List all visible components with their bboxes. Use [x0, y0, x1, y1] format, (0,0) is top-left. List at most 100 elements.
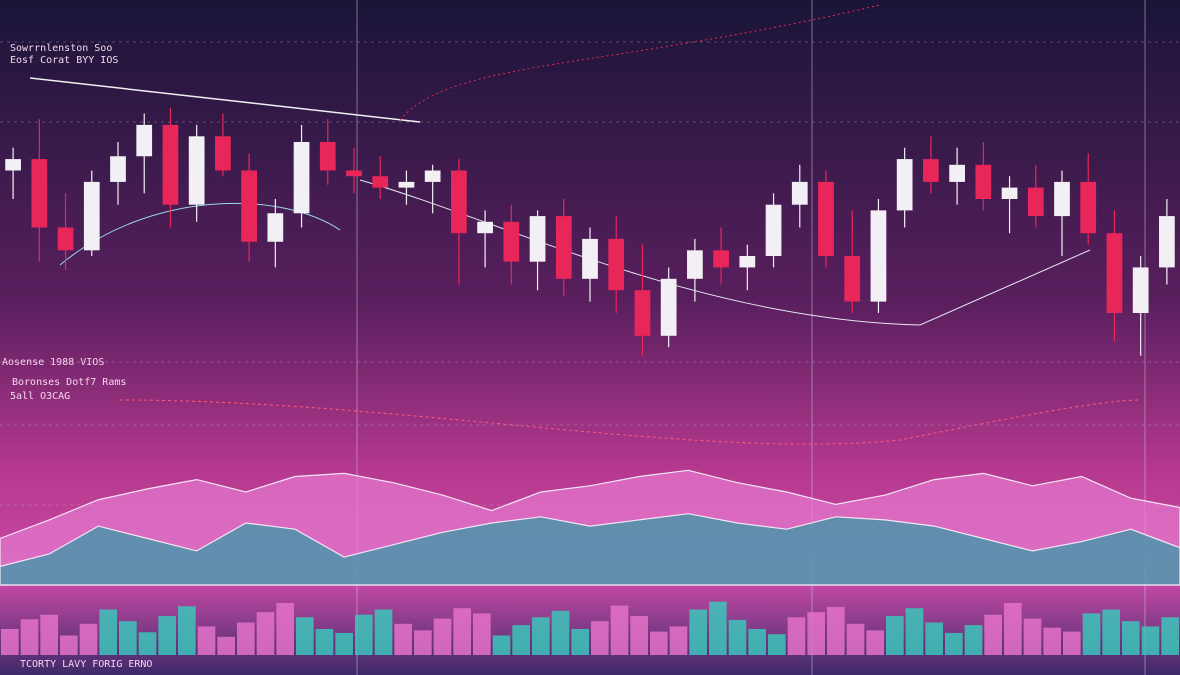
candle-body: [582, 238, 598, 279]
bar: [650, 631, 668, 655]
candle-body: [949, 164, 965, 182]
candle-body: [608, 238, 625, 291]
bar: [119, 621, 137, 655]
candle-body: [215, 136, 231, 171]
bar: [886, 616, 904, 655]
bar: [1102, 609, 1120, 655]
bar: [532, 617, 550, 655]
bar: [807, 612, 825, 655]
bar: [60, 635, 78, 655]
candle-body: [188, 136, 205, 205]
bar: [394, 623, 412, 655]
bar: [787, 617, 806, 655]
candle-body: [31, 159, 48, 228]
annotation: 5all O3CAG: [10, 391, 70, 402]
candle-body: [975, 164, 992, 199]
bar: [197, 626, 216, 655]
candle-body: [241, 170, 257, 242]
bar: [728, 619, 747, 655]
bar: [768, 634, 786, 655]
candle-body: [870, 210, 887, 302]
bar: [1004, 603, 1022, 655]
candle-body: [529, 216, 546, 262]
bar: [1141, 626, 1160, 655]
annotation: Boronses Dotf7 Rams: [12, 377, 126, 388]
bar: [1082, 613, 1101, 655]
candle-body: [818, 181, 834, 256]
bar: [689, 609, 707, 655]
candle-body: [844, 256, 861, 302]
bar: [217, 636, 235, 655]
candle-body: [372, 176, 389, 188]
bar: [1063, 631, 1081, 655]
candle-body: [398, 181, 415, 188]
bar: [709, 601, 727, 655]
candle-body: [634, 290, 651, 336]
candle-body: [555, 216, 572, 279]
bar: [846, 623, 865, 655]
bar: [335, 632, 353, 655]
candle-body: [739, 256, 756, 268]
bar: [178, 606, 196, 655]
bar: [296, 617, 314, 655]
bar: [138, 632, 157, 655]
bar: [433, 618, 452, 655]
candle-body: [896, 159, 913, 211]
bar: [315, 629, 334, 655]
bar: [256, 612, 275, 655]
bar: [414, 630, 432, 655]
candle-body: [1054, 181, 1070, 217]
candle-body: [162, 124, 179, 205]
candle-body: [765, 204, 782, 256]
candle-body: [110, 156, 126, 182]
bar: [1, 629, 19, 655]
candle-body: [57, 227, 74, 251]
area: [0, 513, 1180, 586]
candle-body: [477, 221, 493, 234]
candle-body: [346, 170, 362, 177]
candle-body: [1001, 187, 1018, 199]
bar: [512, 625, 530, 655]
candle-body: [319, 142, 336, 171]
candle-body: [687, 250, 703, 279]
candle-body: [136, 124, 153, 157]
bar: [20, 619, 39, 655]
bar: [1023, 618, 1042, 655]
candle-body: [424, 170, 441, 182]
bar: [866, 630, 884, 655]
candle-body: [1132, 267, 1149, 313]
bar: [827, 606, 845, 655]
bar: [984, 614, 1002, 655]
bar: [630, 616, 648, 655]
bar: [669, 626, 688, 655]
candle-body: [1080, 181, 1097, 234]
annotation: Aosense 1988 VIOS: [2, 357, 104, 368]
bar: [79, 623, 98, 655]
candle-body: [293, 142, 310, 214]
candle-body: [503, 221, 520, 262]
bar: [964, 625, 983, 655]
candle-body: [1027, 187, 1044, 217]
bar: [99, 609, 117, 655]
candle-body: [713, 250, 729, 268]
bar: [492, 635, 511, 655]
bar: [158, 616, 176, 655]
candle-body: [660, 278, 677, 336]
bar: [1161, 617, 1179, 655]
bar: [748, 629, 766, 655]
candle-body: [1159, 216, 1175, 268]
bar: [374, 609, 393, 655]
candle-body: [83, 181, 100, 251]
bar: [276, 603, 294, 655]
bar: [571, 629, 589, 655]
annotation: Sowrrnlenston Soo: [10, 43, 112, 54]
bar: [1122, 621, 1140, 655]
bar: [610, 605, 629, 655]
candle-body: [451, 170, 467, 234]
candle-body: [791, 181, 808, 205]
bar: [925, 622, 943, 655]
candle-body: [1106, 233, 1123, 313]
bar: [453, 608, 471, 655]
